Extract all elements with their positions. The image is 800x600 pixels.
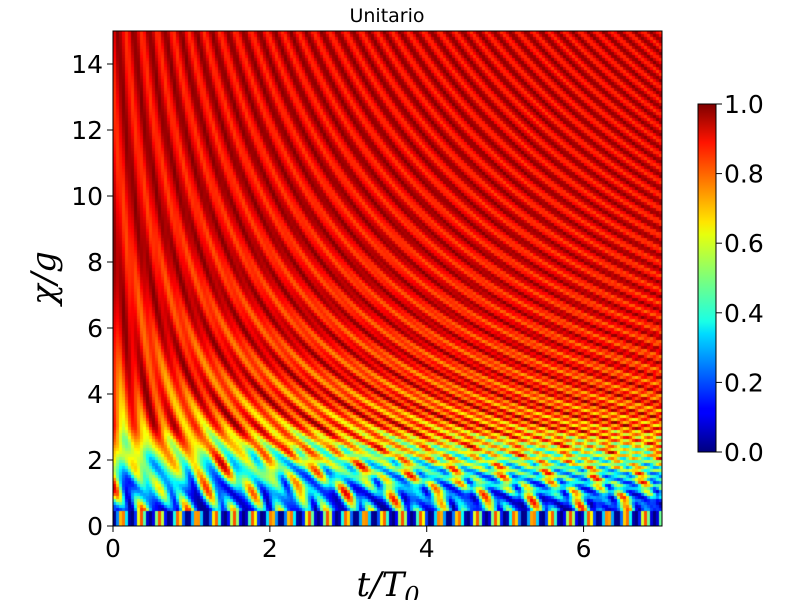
y-tick-label: 6: [87, 314, 103, 343]
colorbar-tick-label: 0.4: [724, 299, 764, 328]
colorbar-frame: [697, 103, 717, 453]
x-axis-label: t/T0: [356, 565, 419, 600]
x-tick-label: 4: [419, 534, 435, 563]
y-tick-label: 4: [87, 380, 103, 409]
colorbar-gradient: [698, 104, 716, 452]
y-tick-label: 10: [71, 182, 103, 211]
y-tick-label: 2: [87, 446, 103, 475]
colorbar-tick-label: 0.2: [724, 368, 764, 397]
colorbar-tick-label: 0.6: [724, 229, 764, 258]
x-tick-label: 2: [262, 534, 278, 563]
heatmap-plot-area: [112, 30, 663, 527]
x-tick-label: 0: [105, 534, 121, 563]
y-tick-label: 8: [87, 248, 103, 277]
y-tick-label: 0: [87, 512, 103, 541]
x-axis: 0 2 4 6: [105, 526, 592, 563]
x-axis-label-subscript: 0: [404, 582, 419, 600]
y-tick-label: 14: [71, 50, 103, 79]
colorbar-tick-label: 1.0: [724, 90, 764, 119]
chart-title: Unitario: [349, 5, 424, 27]
x-tick-label: 6: [576, 534, 592, 563]
plot-frame: [112, 30, 663, 527]
colorbar-ticks: 0.0 0.2 0.4 0.6 0.8 1.0: [716, 90, 764, 467]
x-axis-label-main: t/T: [356, 565, 406, 600]
y-axis-label: χ/g: [24, 251, 64, 307]
heatmap-image: [113, 31, 662, 526]
y-tick-label: 12: [71, 116, 103, 145]
colorbar-tick-label: 0.8: [724, 160, 764, 189]
y-axis: 0 2 4 6 8 10 12 14: [71, 50, 113, 541]
colorbar: 0.0 0.2 0.4 0.6 0.8 1.0: [697, 90, 764, 467]
colorbar-tick-label: 0.0: [724, 438, 764, 467]
